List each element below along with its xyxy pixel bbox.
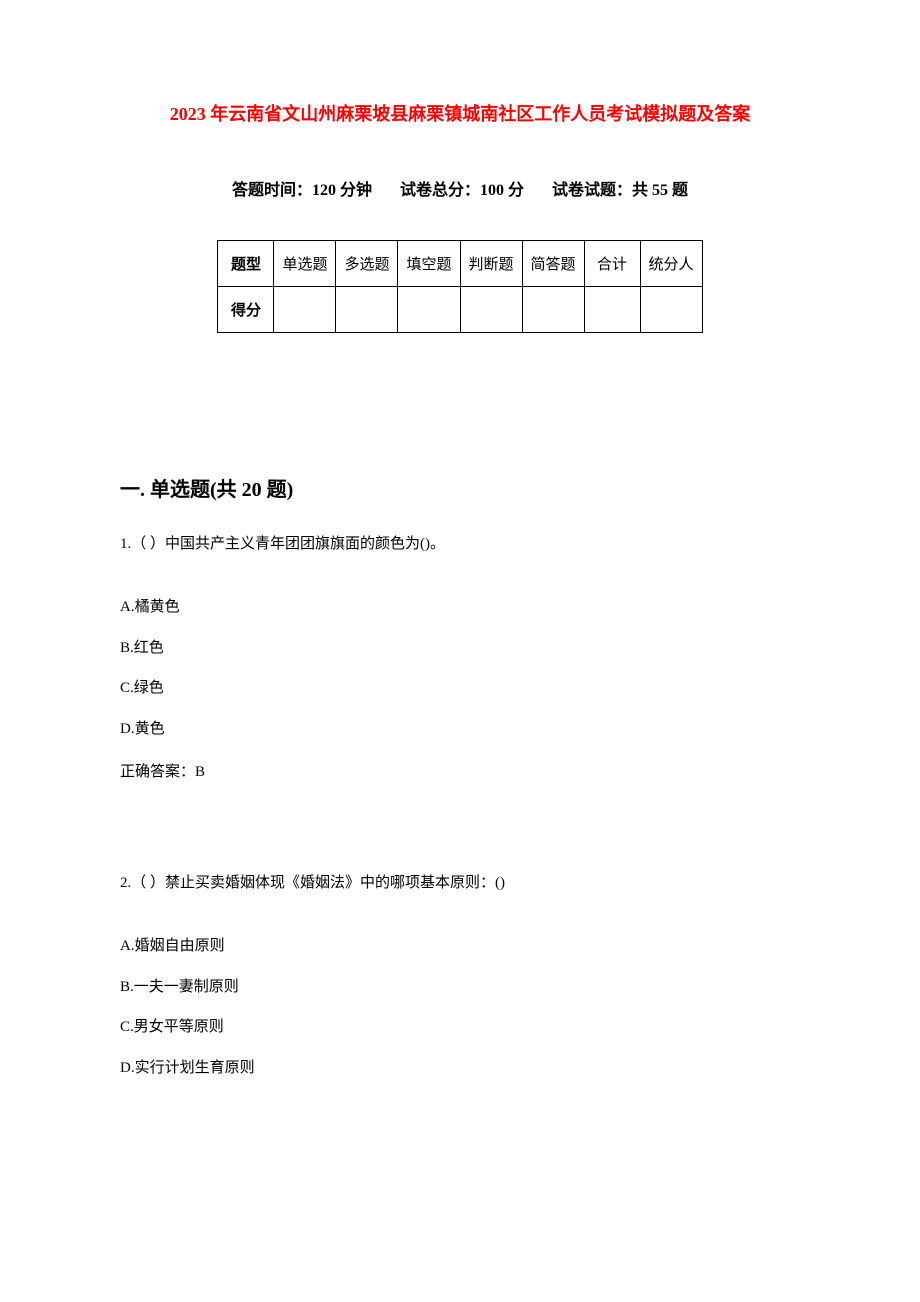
option-b: B.一夫一妻制原则 xyxy=(120,976,800,999)
option-c: C.绿色 xyxy=(120,677,800,700)
section-title: 一. 单选题(共 20 题) xyxy=(120,473,800,502)
table-cell: 得分 xyxy=(218,287,274,333)
table-header-cell: 统分人 xyxy=(640,241,702,287)
score-table: 题型 单选题 多选题 填空题 判断题 简答题 合计 统分人 得分 xyxy=(217,240,702,333)
option-b: B.红色 xyxy=(120,637,800,660)
table-header-cell: 判断题 xyxy=(460,241,522,287)
table-cell xyxy=(398,287,460,333)
option-d: D.实行计划生育原则 xyxy=(120,1057,800,1080)
question-prompt: 1.（ ）中国共产主义青年团团旗旗面的颜色为()。 xyxy=(120,532,800,556)
table-cell xyxy=(522,287,584,333)
option-c: C.男女平等原则 xyxy=(120,1016,800,1039)
document-title: 2023 年云南省文山州麻栗坡县麻栗镇城南社区工作人员考试模拟题及答案 xyxy=(120,100,800,126)
table-cell xyxy=(460,287,522,333)
option-d: D.黄色 xyxy=(120,718,800,741)
table-header-cell: 填空题 xyxy=(398,241,460,287)
table-header-cell: 题型 xyxy=(218,241,274,287)
table-header-cell: 简答题 xyxy=(522,241,584,287)
table-cell xyxy=(274,287,336,333)
table-header-cell: 多选题 xyxy=(336,241,398,287)
table-header-cell: 单选题 xyxy=(274,241,336,287)
question-options: A.橘黄色 B.红色 C.绿色 D.黄色 xyxy=(120,596,800,740)
table-cell xyxy=(336,287,398,333)
exam-time: 答题时间：120 分钟 xyxy=(232,182,372,199)
option-a: A.橘黄色 xyxy=(120,596,800,619)
exam-info-bar: 答题时间：120 分钟 试卷总分：100 分 试卷试题：共 55 题 xyxy=(120,176,800,200)
question-options: A.婚姻自由原则 B.一夫一妻制原则 C.男女平等原则 D.实行计划生育原则 xyxy=(120,935,800,1079)
exam-question-count: 试卷试题：共 55 题 xyxy=(552,182,688,199)
table-header-cell: 合计 xyxy=(584,241,640,287)
correct-answer: 正确答案：B xyxy=(120,760,800,781)
table-row: 得分 xyxy=(218,287,702,333)
table-cell xyxy=(584,287,640,333)
table-row: 题型 单选题 多选题 填空题 判断题 简答题 合计 统分人 xyxy=(218,241,702,287)
option-a: A.婚姻自由原则 xyxy=(120,935,800,958)
table-cell xyxy=(640,287,702,333)
exam-total-score: 试卷总分：100 分 xyxy=(400,182,524,199)
question-prompt: 2.（ ）禁止买卖婚姻体现《婚姻法》中的哪项基本原则：() xyxy=(120,871,800,895)
